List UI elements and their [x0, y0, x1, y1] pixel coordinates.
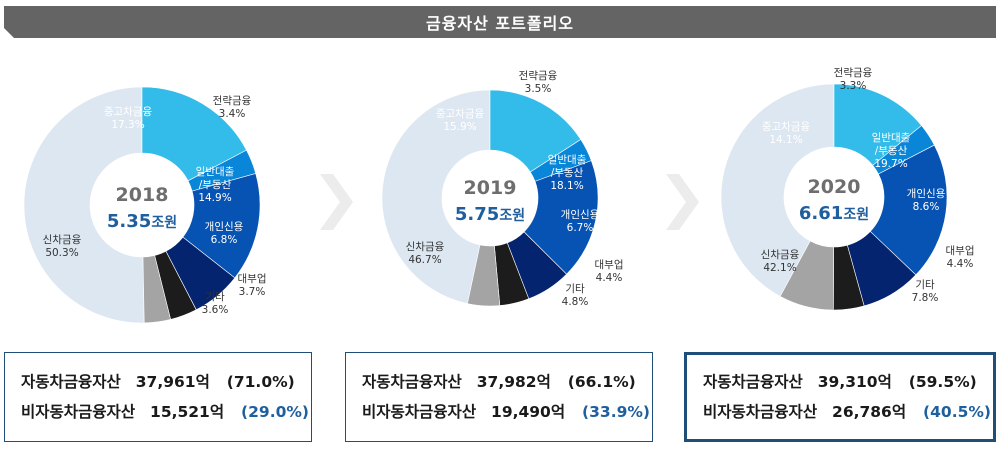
- summary-box-2020: 자동차금융자산 39,310억 (59.5%) 비자동차금융자산 26,786억…: [684, 352, 996, 442]
- slice-other: [467, 244, 501, 307]
- slice-label-used-car-finance: 중고차금융 15.9%: [436, 108, 485, 133]
- slice-label-money-lending: 대부업 4.4%: [946, 244, 975, 270]
- auto-finance-label: 자동차금융자산: [703, 373, 803, 391]
- non-auto-finance-pct: (33.9%): [582, 403, 650, 421]
- auto-finance-amount: 39,310억: [817, 373, 892, 391]
- slice-label-money-lending: 대부업 4.4%: [595, 258, 624, 284]
- slice-label-other: 기타 4.8%: [562, 283, 589, 308]
- slice-used-car-finance: [141, 86, 247, 182]
- non-auto-finance-label: 비자동차금융자산: [703, 403, 818, 421]
- slice-label-strategic-finance: 전략금융 3.4%: [213, 95, 252, 120]
- center-total-label: 5.35조원: [107, 211, 177, 232]
- slice-new-car-finance: [23, 86, 145, 324]
- slice-label-used-car-finance: 중고차금융 14.1%: [762, 121, 811, 146]
- slice-other: [142, 255, 171, 324]
- slice-label-new-car-finance: 신차금융 46.7%: [406, 241, 445, 266]
- center-year-label: 2020: [808, 176, 861, 198]
- header-banner: 금융자산 포트폴리오: [4, 6, 996, 38]
- auto-finance-amount: 37,961억: [135, 373, 210, 391]
- auto-finance-amount: 37,982억: [476, 373, 551, 391]
- auto-finance-label: 자동차금융자산: [21, 373, 121, 391]
- slice-label-general-loan-real-estate: 일반대출/부동산 14.9%: [196, 165, 235, 204]
- slice-label-general-loan-real-estate: 일반대출/부동산 19.7%: [872, 131, 911, 170]
- slice-label-personal-credit: 개인신용 6.8%: [205, 221, 244, 246]
- auto-finance-pct: (66.1%): [567, 373, 636, 391]
- slice-new-car-finance: [381, 89, 491, 304]
- non-auto-finance-amount: 15,521억: [150, 403, 225, 421]
- auto-finance-row: 자동차금융자산 39,310억 (59.5%): [703, 367, 993, 397]
- slice-label-used-car-finance: 중고차금융 17.3%: [104, 106, 153, 131]
- center-total-label: 6.61조원: [799, 203, 869, 224]
- slice-label-personal-credit: 개인신용 8.6%: [907, 188, 946, 213]
- slice-label-other: 기타 7.8%: [912, 279, 939, 304]
- slice-label-money-lending: 대부업 3.7%: [238, 272, 267, 298]
- summary-box-2019: 자동차금융자산 37,982억 (66.1%) 비자동차금융자산 19,490억…: [345, 352, 653, 442]
- chevron-right-icon: [320, 174, 353, 230]
- auto-finance-row: 자동차금융자산 37,961억 (71.0%): [21, 367, 311, 397]
- slice-label-new-car-finance: 신차금융 42.1%: [761, 249, 800, 274]
- auto-finance-pct: (71.0%): [226, 373, 295, 391]
- non-auto-finance-row: 비자동차금융자산 15,521억 (29.0%): [21, 397, 311, 427]
- non-auto-finance-pct: (40.5%): [923, 403, 991, 421]
- auto-finance-row: 자동차금융자산 37,982억 (66.1%): [362, 367, 652, 397]
- center-total-label: 5.75조원: [455, 204, 525, 225]
- non-auto-finance-amount: 26,786억: [832, 403, 907, 421]
- center-year-label: 2018: [116, 184, 169, 206]
- non-auto-finance-pct: (29.0%): [241, 403, 309, 421]
- header-title: 금융자산 포트폴리오: [425, 14, 575, 33]
- slice-label-new-car-finance: 신차금융 50.3%: [43, 234, 82, 259]
- slice-label-general-loan-real-estate: 일반대출/부동산 18.1%: [548, 153, 587, 192]
- slice-label-strategic-finance: 전략금융 3.3%: [834, 67, 873, 92]
- donut-chart-2018: 신차금융 50.3% 중고차금융 17.3% 전략금융 3.4% 일반대출/부동산 14.9%…: [23, 86, 267, 324]
- slice-general-loan-real-estate: [523, 160, 599, 275]
- slice-general-loan-real-estate: [869, 144, 948, 276]
- slice-label-strategic-finance: 전략금융 3.5%: [519, 70, 558, 95]
- summary-box-2018: 자동차금융자산 37,961억 (71.0%) 비자동차금융자산 15,521억…: [4, 352, 312, 442]
- donut-chart-2020: 신차금융 42.1% 중고차금융 14.1% 전략금융 3.3% 일반대출/부동산 19.7%…: [720, 67, 975, 311]
- auto-finance-pct: (59.5%): [908, 373, 977, 391]
- slice-label-other: 기타 3.6%: [202, 291, 229, 316]
- chevron-right-icon: [666, 174, 699, 230]
- slice-other: [779, 240, 834, 311]
- non-auto-finance-label: 비자동차금융자산: [21, 403, 136, 421]
- non-auto-finance-row: 비자동차금융자산 26,786억 (40.5%): [703, 397, 993, 427]
- non-auto-finance-amount: 19,490억: [491, 403, 566, 421]
- slice-new-car-finance: [720, 83, 835, 297]
- auto-finance-label: 자동차금융자산: [362, 373, 462, 391]
- slice-label-personal-credit: 개인신용 6.7%: [561, 209, 600, 234]
- non-auto-finance-row: 비자동차금융자산 19,490억 (33.9%): [362, 397, 652, 427]
- center-year-label: 2019: [464, 177, 517, 199]
- non-auto-finance-label: 비자동차금융자산: [362, 403, 477, 421]
- donut-chart-2019: 신차금융 46.7% 중고차금융 15.9% 전략금융 3.5% 일반대출/부동산 18.1%…: [381, 70, 624, 308]
